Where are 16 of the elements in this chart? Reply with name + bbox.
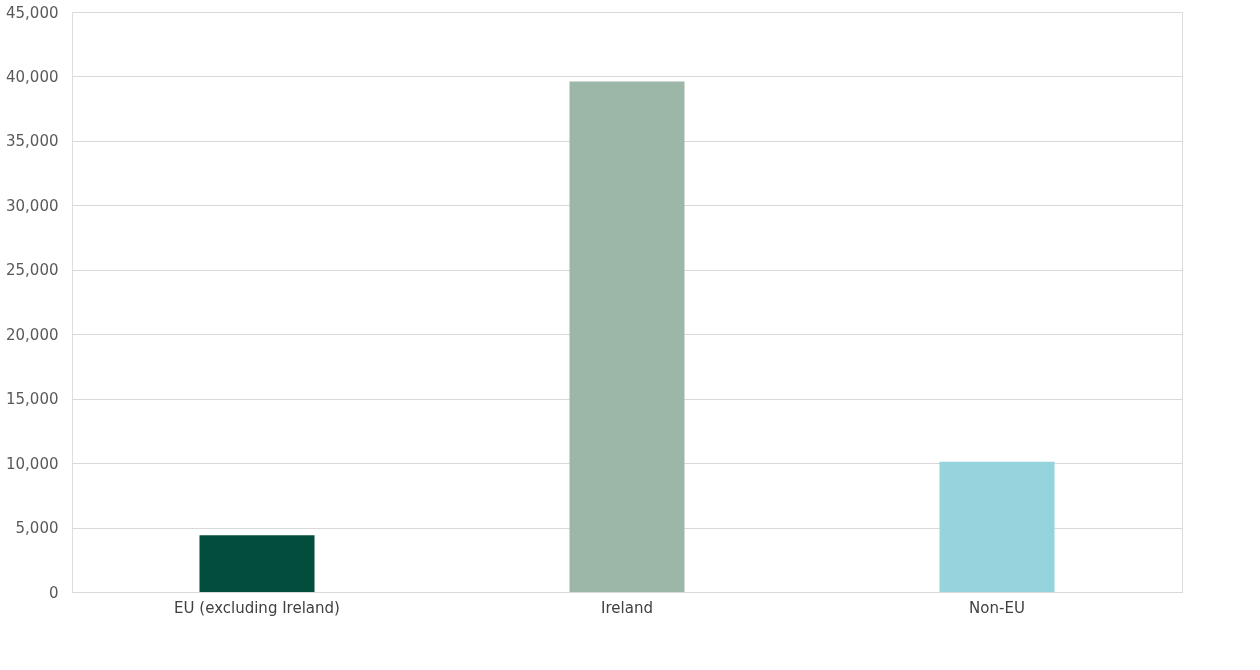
y-tick-label: 40,000 — [6, 67, 59, 86]
y-tick-label: 5,000 — [15, 519, 59, 538]
y-tick-label: 25,000 — [6, 261, 59, 280]
bar — [939, 461, 1055, 592]
y-tick-label: 20,000 — [6, 325, 59, 344]
y-tick-label: 10,000 — [6, 454, 59, 473]
y-tick-label: 45,000 — [6, 3, 59, 22]
x-tick-label: EU (excluding Ireland) — [174, 598, 340, 617]
bar — [199, 535, 315, 592]
bar — [569, 81, 685, 592]
y-tick-label: 0 — [48, 583, 59, 602]
y-tick-label: 35,000 — [6, 132, 59, 151]
x-tick-label: Non-EU — [969, 598, 1025, 617]
x-tick-label: Ireland — [601, 598, 653, 617]
y-tick-label: 30,000 — [6, 196, 59, 215]
y-tick-label: 15,000 — [6, 390, 59, 409]
